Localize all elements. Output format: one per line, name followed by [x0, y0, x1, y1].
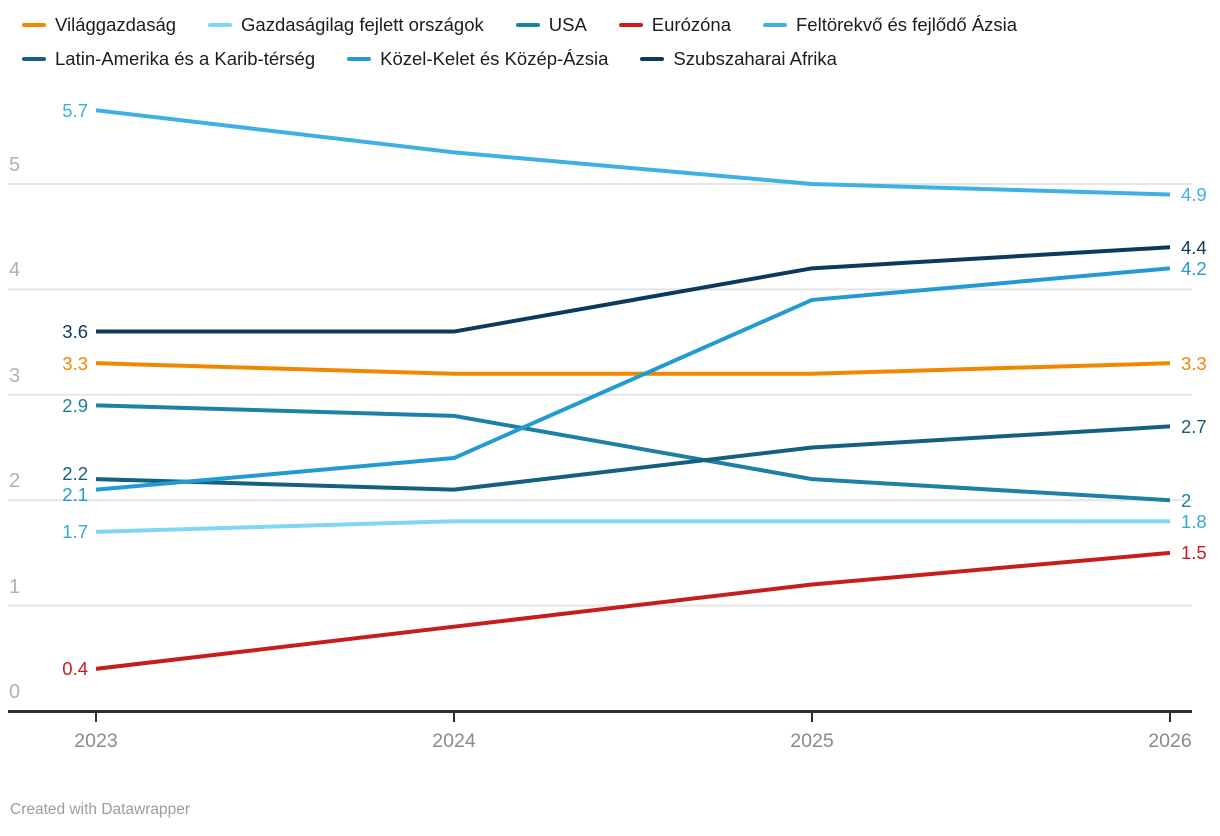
legend-line-swatch-icon	[347, 57, 372, 61]
legend-item-series-6: Közel-Kelet és Közép-Ázsia	[347, 48, 608, 70]
chart-line-series-3	[95, 550, 1171, 671]
chart-line-series-0	[95, 361, 1171, 376]
x-axis-year-label: 2025	[790, 730, 834, 752]
value-label-start: 0.4	[62, 658, 88, 680]
legend-item-label: Eurózóna	[651, 14, 731, 35]
legend-item-series-1: Gazdaságilag fejlett országok	[208, 14, 484, 36]
value-label-start: 2.1	[62, 484, 88, 506]
chart-line-series-7	[96, 245, 1171, 334]
value-label-end: 1.5	[1181, 542, 1207, 564]
legend-item-label: Világgazdaság	[55, 14, 177, 35]
legend-line-swatch-icon	[22, 57, 46, 61]
y-axis-tick-label: 4	[9, 259, 21, 282]
chart-line-series-5	[95, 424, 1171, 492]
value-label-end: 4.9	[1181, 184, 1207, 206]
chart-line-series-4	[95, 108, 1171, 197]
y-axis-tick-label: 2	[9, 470, 21, 493]
value-label-end: 4.2	[1181, 257, 1207, 279]
value-label-start: 5.7	[62, 99, 88, 121]
value-label-start: 3.6	[62, 321, 88, 343]
chart-line-series-1	[95, 519, 1170, 534]
legend-row: Latin-Amerika és a Karib-térség Közel-Kel…	[22, 48, 1212, 70]
x-axis-year-label: 2024	[432, 730, 476, 752]
x-axis-year-label: 2023	[74, 730, 118, 752]
value-label-end: 1.8	[1181, 510, 1207, 532]
legend-item-label: USA	[548, 14, 587, 35]
datawrapper-credit-link[interactable]: Created with Datawrapper	[10, 801, 191, 818]
legend: Világgazdaság Gazdaságilag fejlett ország…	[22, 14, 1212, 82]
legend-item-label: Közel-Kelet és Közép-Ázsia	[380, 48, 609, 69]
legend-line-swatch-icon	[208, 23, 233, 27]
value-label-end: 2.7	[1181, 415, 1207, 437]
y-axis-tick-label: 5	[9, 154, 21, 176]
y-axis-tick-label: 0	[9, 681, 21, 703]
legend-item-series-4: Feltörekvő és fejlődő Ázsia	[763, 14, 1017, 36]
legend-line-swatch-icon	[640, 57, 665, 61]
legend-item-series-2: USA	[515, 14, 587, 36]
legend-item-series-5: Latin-Amerika és a Karib-térség	[22, 48, 315, 70]
legend-item-label: Latin-Amerika és a Karib-térség	[55, 48, 316, 69]
legend-item-series-3: Eurózóna	[618, 14, 731, 36]
value-label-start: 2.9	[62, 394, 88, 416]
value-label-start: 3.3	[62, 352, 88, 374]
value-label-end: 3.3	[1181, 352, 1207, 374]
chart-line-series-6	[95, 266, 1171, 492]
legend-row: Világgazdaság Gazdaságilag fejlett ország…	[22, 14, 1212, 36]
legend-item-label: Gazdaságilag fejlett országok	[241, 14, 484, 35]
value-label-end: 4.4	[1181, 236, 1207, 258]
value-label-end: 2	[1181, 489, 1192, 511]
legend-item-label: Feltörekvő és fejlődő Ázsia	[796, 14, 1018, 35]
value-label-start: 2.2	[62, 463, 88, 485]
legend-line-swatch-icon	[515, 23, 540, 27]
value-label-start: 1.7	[62, 521, 88, 543]
legend-line-swatch-icon	[618, 23, 643, 27]
legend-line-swatch-icon	[22, 23, 46, 27]
legend-item-label: Szubszaharai Afrika	[673, 48, 837, 69]
legend-line-swatch-icon	[763, 23, 787, 27]
y-axis-tick-label: 3	[9, 364, 21, 387]
legend-item-series-0: Világgazdaság	[22, 14, 176, 36]
chart-line-series-2	[95, 403, 1171, 503]
x-axis-year-label: 2026	[1148, 730, 1192, 752]
legend-item-series-7: Szubszaharai Afrika	[640, 48, 837, 70]
y-axis-tick-label: 1	[9, 575, 21, 598]
